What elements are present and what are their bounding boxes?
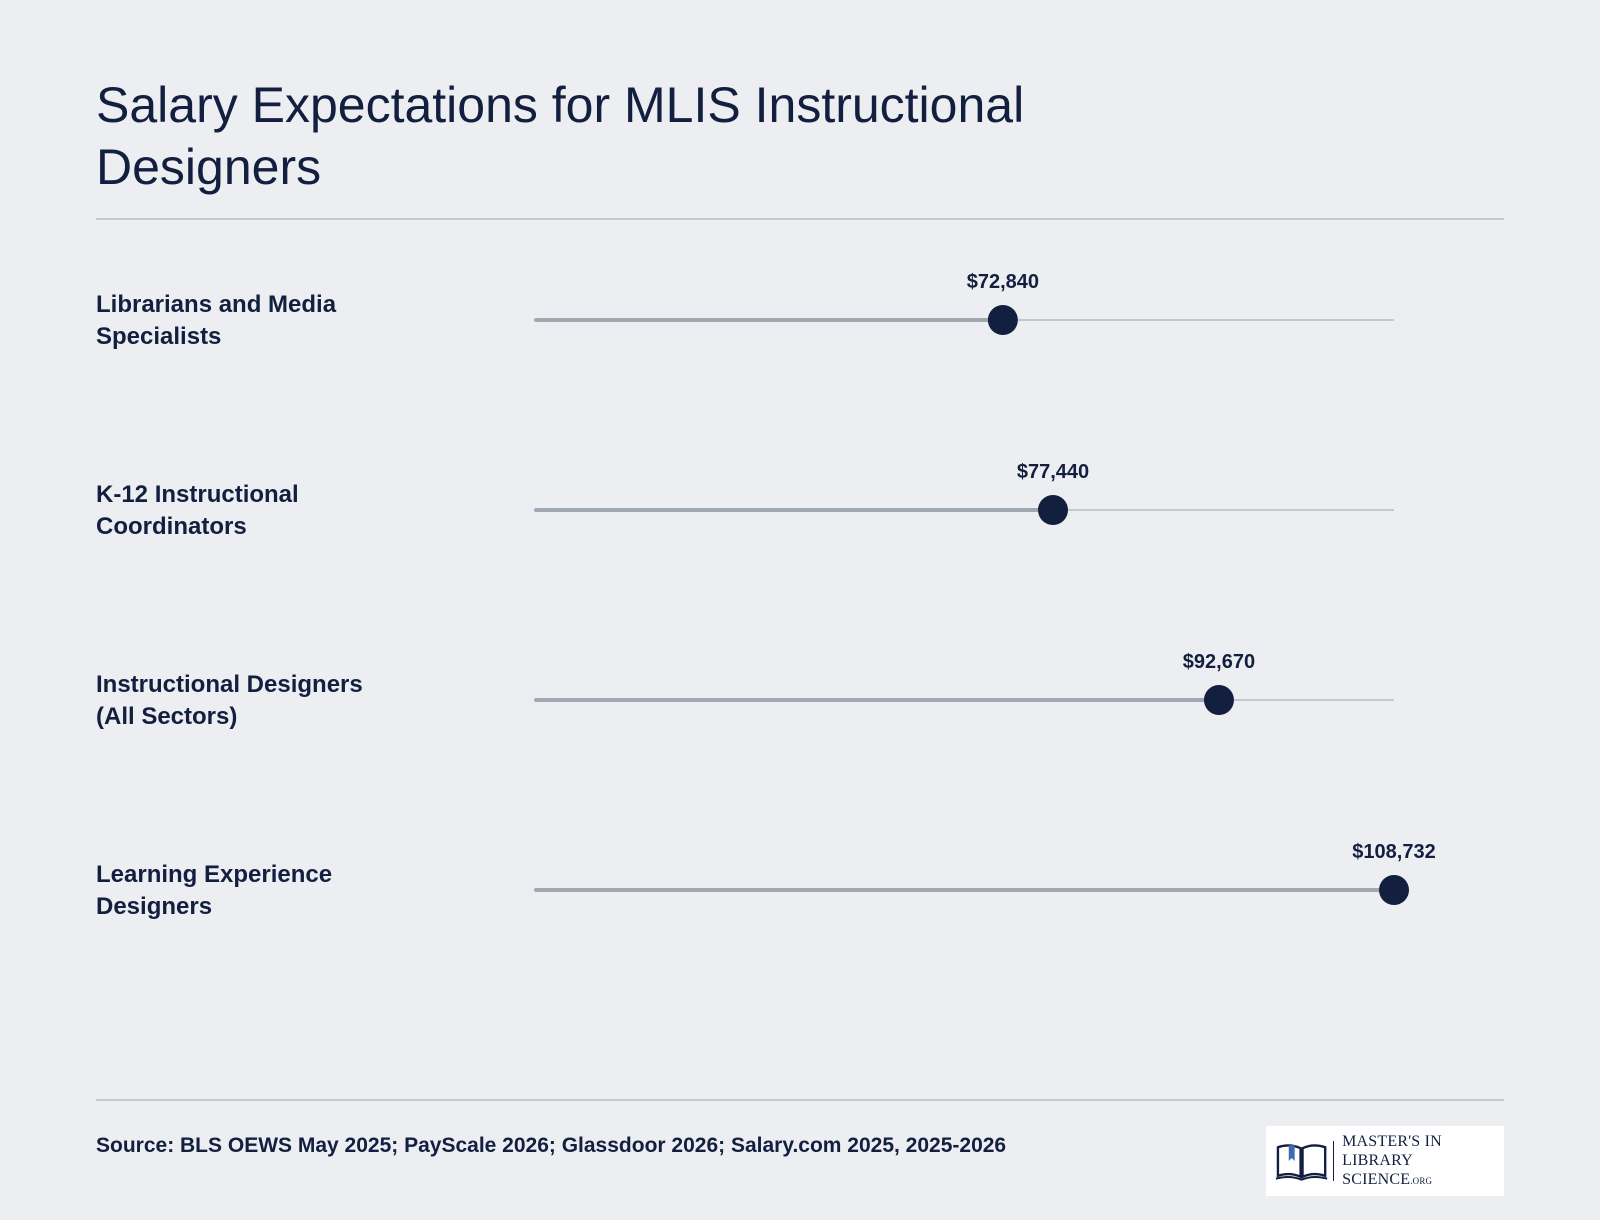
footer-divider: [96, 1099, 1504, 1101]
site-logo[interactable]: MASTER'S IN LIBRARY SCIENCE.ORG: [1266, 1126, 1504, 1196]
source-note: Source: BLS OEWS May 2025; PayScale 2026…: [96, 1134, 1007, 1157]
logo-wordmark: MASTER'S IN LIBRARY SCIENCE.ORG: [1342, 1132, 1504, 1191]
value-dot: [1203, 685, 1234, 715]
logo-line-2: LIBRARY SCIENCE: [1342, 1151, 1413, 1188]
value-label: $108,732: [1352, 841, 1435, 863]
value-dot: [1379, 875, 1409, 905]
value-dot: [987, 305, 1018, 335]
category-label: Instructional Designers (All Sectors): [96, 671, 363, 730]
category-label: Learning Experience Designers: [96, 861, 332, 920]
open-book-icon: [1275, 1144, 1328, 1181]
salary-chart: Librarians and Media Specialists $72,840 K-…: [96, 271, 1436, 920]
logo-divider: [1333, 1141, 1335, 1181]
value-label: $72,840: [967, 271, 1039, 293]
value-dot: [1037, 495, 1068, 525]
category-label: Librarians and Media Specialists: [96, 291, 337, 350]
value-label: $92,670: [1183, 651, 1255, 673]
category-label: K-12 Instructional Coordinators: [96, 481, 299, 540]
value-label: $77,440: [1017, 461, 1089, 483]
chart-title: Salary Expectations for MLIS Instruction…: [96, 77, 1025, 195]
title-divider: [96, 218, 1504, 220]
logo-line-1: MASTER'S IN: [1342, 1132, 1442, 1150]
logo-suffix: .ORG: [1410, 1175, 1433, 1186]
